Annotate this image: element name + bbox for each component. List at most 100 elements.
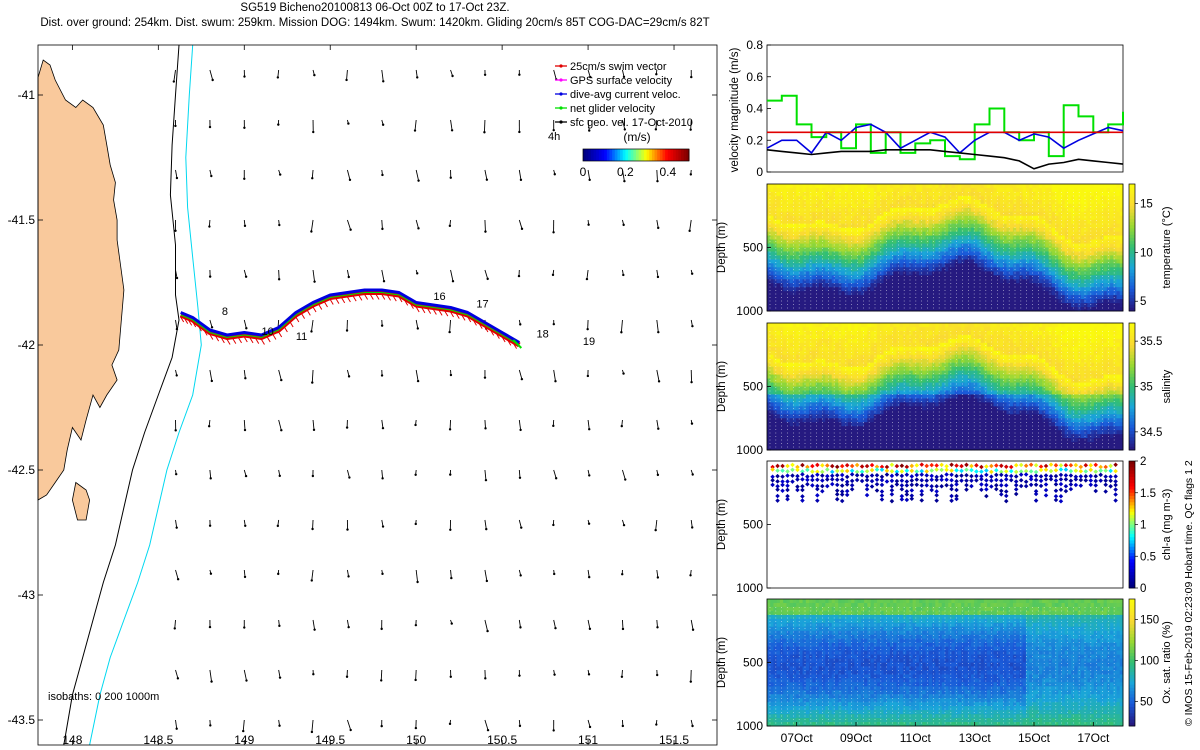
sfc-geo-vector-head xyxy=(276,76,280,79)
temperature-cell xyxy=(847,231,852,236)
temperature-cell xyxy=(877,291,881,296)
temperature-cell xyxy=(822,279,826,284)
temperature-cell xyxy=(809,307,813,312)
temperature-cell xyxy=(1000,231,1004,236)
salinity-cell xyxy=(818,410,823,415)
temperature-cell xyxy=(957,291,962,296)
temperature-colorbar-tick-label: 10 xyxy=(1140,247,1153,259)
temperature-cell xyxy=(786,239,791,244)
temperature-cell xyxy=(1006,215,1011,221)
temperature-cell xyxy=(779,184,784,189)
temperature-cell xyxy=(1090,259,1095,264)
swim-vector-tick xyxy=(203,330,208,336)
temperature-cell xyxy=(770,227,774,233)
temperature-cell xyxy=(870,187,875,193)
temperature-cell xyxy=(1009,279,1014,284)
temperature-cell xyxy=(1084,199,1088,205)
temperature-cell xyxy=(945,303,949,308)
temperature-cell xyxy=(883,303,888,308)
temperature-cell xyxy=(767,291,771,296)
temperature-cell xyxy=(1048,271,1053,276)
sfc-geo-vector xyxy=(656,169,658,182)
temperature-cell xyxy=(1087,227,1092,233)
temperature-cell xyxy=(990,243,994,248)
temperature-cell xyxy=(1029,259,1033,264)
temperature-cell xyxy=(857,303,862,308)
temperature-cell xyxy=(776,279,781,284)
temperature-cell xyxy=(1003,187,1007,193)
temperature-cell xyxy=(922,303,926,308)
temperature-cell xyxy=(880,191,884,197)
temperature-cell xyxy=(805,227,810,233)
temperature-cell xyxy=(834,255,839,260)
temperature-cell xyxy=(935,307,939,312)
temperature-cell xyxy=(799,184,803,189)
temperature-cell xyxy=(847,271,852,276)
temperature-cell xyxy=(847,295,852,300)
temperature-cell xyxy=(945,235,949,240)
temperature-cell xyxy=(899,251,904,256)
temperature-cell xyxy=(919,191,923,197)
salinity-cell xyxy=(822,326,826,332)
salinity-cell xyxy=(779,323,784,328)
temperature-cell xyxy=(1012,199,1017,205)
temperature-cell xyxy=(1067,267,1072,272)
salinity-cell xyxy=(786,414,791,419)
sfc-geo-vector-head xyxy=(278,474,281,478)
temperature-cell xyxy=(912,259,917,264)
sfc-geo-vectors xyxy=(172,69,695,734)
temperature-cell xyxy=(902,303,907,308)
swim-vector-tick xyxy=(278,331,283,338)
temperature-cell xyxy=(1110,239,1114,244)
salinity-cell xyxy=(786,374,791,379)
temperature-cell xyxy=(996,279,1001,284)
sfc-geo-vector-head xyxy=(621,724,625,728)
salinity-cell xyxy=(770,434,774,439)
temperature-cell xyxy=(941,219,946,225)
temperature-cell xyxy=(954,243,959,248)
temperature-cell xyxy=(815,243,820,248)
temperature-cell xyxy=(773,275,778,280)
temperature-cell xyxy=(1016,263,1020,268)
temperature-cell xyxy=(954,255,959,260)
temperature-cell xyxy=(922,307,926,312)
temperature-cell xyxy=(948,211,952,217)
temperature-cell xyxy=(770,203,774,209)
temperature-cell xyxy=(1019,259,1024,264)
temperature-cell xyxy=(864,227,868,233)
temperature-cell xyxy=(796,295,800,300)
temperature-cell xyxy=(838,287,842,292)
sfc-geo-vector-head xyxy=(176,577,180,581)
salinity-cell xyxy=(822,430,826,435)
temperature-cell xyxy=(880,295,884,300)
temperature-cell xyxy=(1025,239,1030,244)
temperature-cell xyxy=(1032,215,1037,221)
temperature-cell xyxy=(1080,235,1085,240)
temperature-cell xyxy=(828,184,833,189)
temperature-cell xyxy=(899,187,904,193)
temperature-cell xyxy=(857,184,862,189)
temperature-cell xyxy=(857,251,862,256)
salinity-cell xyxy=(802,370,807,375)
sfc-geo-vector-head xyxy=(207,424,211,428)
temperature-cell xyxy=(1019,184,1024,189)
temperature-cell xyxy=(767,247,771,252)
sfc-geo-vector-head xyxy=(690,380,693,384)
temperature-cell xyxy=(1019,287,1024,292)
temperature-cell xyxy=(951,307,956,312)
temperature-cell xyxy=(983,219,988,225)
sfc-geo-vector-head xyxy=(450,576,453,580)
temperature-cell xyxy=(864,247,868,252)
temperature-cell xyxy=(792,231,797,236)
temperature-cell xyxy=(964,239,969,244)
temperature-cell xyxy=(802,227,807,233)
temperature-cell xyxy=(773,227,778,233)
temperature-cell xyxy=(990,295,994,300)
temperature-cell xyxy=(1110,191,1114,197)
salinity-cell xyxy=(783,334,787,340)
temperature-cell xyxy=(770,279,774,284)
salinity-cell xyxy=(802,338,807,344)
temperature-cell xyxy=(1048,283,1053,288)
temperature-cell xyxy=(1106,203,1111,209)
temperature-cell xyxy=(1032,259,1037,264)
